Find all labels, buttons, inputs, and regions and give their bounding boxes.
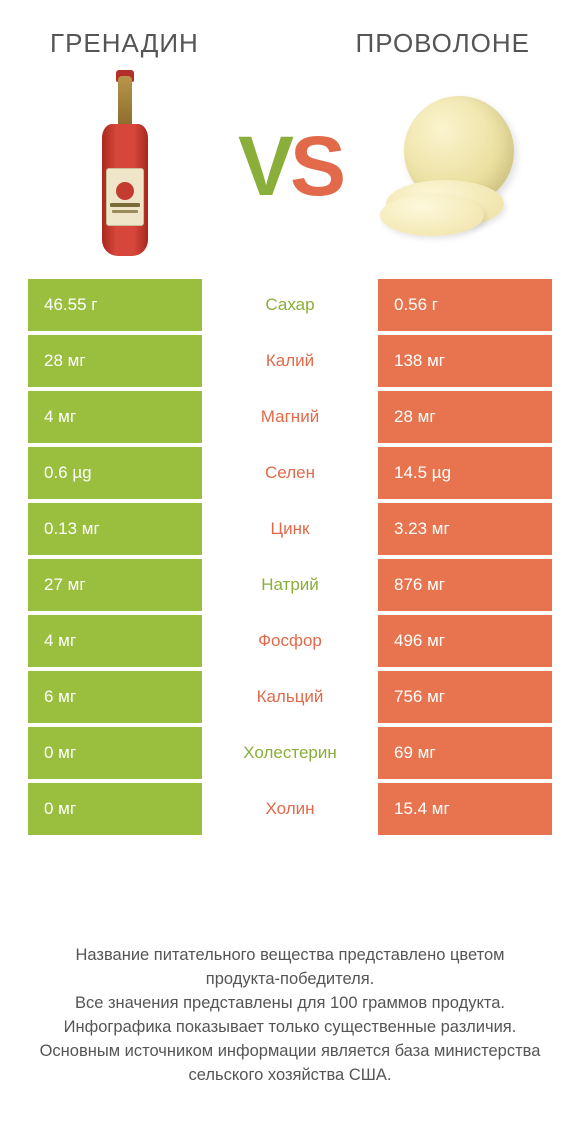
left-product-title: ГРЕНАДИН [50, 28, 199, 59]
left-value-cell: 0 мг [28, 727, 202, 779]
right-value-cell: 69 мг [378, 727, 552, 779]
header: ГРЕНАДИН ПРОВОЛОНЕ [0, 0, 580, 59]
table-row: 28 мгКалий138 мг [28, 335, 552, 387]
right-product-title: ПРОВОЛОНЕ [356, 28, 531, 59]
table-row: 46.55 гСахар0.56 г [28, 279, 552, 331]
left-value-cell: 6 мг [28, 671, 202, 723]
table-row: 0.6 µgСелен14.5 µg [28, 447, 552, 499]
footnote-text: Название питательного вещества представл… [0, 944, 580, 1088]
nutrient-label: Холестерин [202, 727, 378, 779]
nutrient-label: Магний [202, 391, 378, 443]
provolone-cheese-icon [380, 96, 530, 236]
left-product-image [50, 71, 200, 261]
left-value-cell: 0.6 µg [28, 447, 202, 499]
table-row: 27 мгНатрий876 мг [28, 559, 552, 611]
grenadine-bottle-icon [102, 76, 148, 256]
right-value-cell: 876 мг [378, 559, 552, 611]
table-row: 4 мгФосфор496 мг [28, 615, 552, 667]
images-row: VS [0, 59, 580, 279]
left-value-cell: 0 мг [28, 783, 202, 835]
nutrient-label: Натрий [202, 559, 378, 611]
right-value-cell: 3.23 мг [378, 503, 552, 555]
left-value-cell: 27 мг [28, 559, 202, 611]
table-row: 6 мгКальций756 мг [28, 671, 552, 723]
nutrient-label: Холин [202, 783, 378, 835]
right-value-cell: 138 мг [378, 335, 552, 387]
vs-label: VS [238, 124, 342, 208]
left-value-cell: 28 мг [28, 335, 202, 387]
right-value-cell: 15.4 мг [378, 783, 552, 835]
left-value-cell: 0.13 мг [28, 503, 202, 555]
nutrient-label: Селен [202, 447, 378, 499]
left-value-cell: 4 мг [28, 615, 202, 667]
right-value-cell: 496 мг [378, 615, 552, 667]
table-row: 0 мгХолестерин69 мг [28, 727, 552, 779]
table-row: 0 мгХолин15.4 мг [28, 783, 552, 835]
nutrient-label: Сахар [202, 279, 378, 331]
right-product-image [380, 71, 530, 261]
right-value-cell: 0.56 г [378, 279, 552, 331]
nutrient-label: Цинк [202, 503, 378, 555]
vs-s: S [290, 119, 342, 213]
right-value-cell: 28 мг [378, 391, 552, 443]
right-value-cell: 756 мг [378, 671, 552, 723]
nutrient-label: Кальций [202, 671, 378, 723]
vs-v: V [238, 119, 290, 213]
nutrient-label: Калий [202, 335, 378, 387]
left-value-cell: 46.55 г [28, 279, 202, 331]
table-row: 4 мгМагний28 мг [28, 391, 552, 443]
comparison-table: 46.55 гСахар0.56 г28 мгКалий138 мг4 мгМа… [0, 279, 580, 835]
table-row: 0.13 мгЦинк3.23 мг [28, 503, 552, 555]
right-value-cell: 14.5 µg [378, 447, 552, 499]
left-value-cell: 4 мг [28, 391, 202, 443]
nutrient-label: Фосфор [202, 615, 378, 667]
